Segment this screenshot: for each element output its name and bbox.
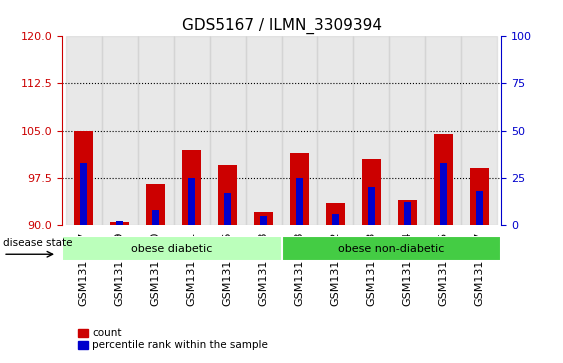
Bar [368,187,375,225]
Bar [462,36,498,225]
Text: obese diabetic: obese diabetic [131,244,212,254]
Bar [65,36,101,225]
Text: disease state: disease state [3,238,73,248]
Bar [397,200,417,225]
Bar [361,159,381,225]
Bar [209,36,245,225]
Bar [289,153,310,225]
Bar [354,36,390,225]
Bar [296,178,303,225]
Bar [476,191,482,225]
Bar [81,163,87,225]
Bar [173,36,209,225]
Bar [101,36,137,225]
Bar [62,236,282,261]
Bar [260,216,267,225]
Bar [74,131,93,225]
Bar [218,165,238,225]
Title: GDS5167 / ILMN_3309394: GDS5167 / ILMN_3309394 [181,17,382,33]
Bar [282,236,501,261]
Legend: count, percentile rank within the sample: count, percentile rank within the sample [78,328,268,350]
Bar [117,221,123,225]
Bar [110,222,129,225]
Bar [440,163,446,225]
Bar [325,203,345,225]
Bar [332,214,339,225]
Bar [146,184,166,225]
Bar [188,178,195,225]
Bar [434,134,453,225]
Text: obese non-diabetic: obese non-diabetic [338,244,444,254]
Bar [426,36,462,225]
Bar [390,36,426,225]
Bar [282,36,318,225]
Bar [404,203,411,225]
Bar [470,168,489,225]
Bar [137,36,173,225]
Bar [253,212,274,225]
Bar [152,210,159,225]
Bar [224,193,231,225]
Bar [318,36,354,225]
Bar [245,36,282,225]
Bar [182,150,202,225]
